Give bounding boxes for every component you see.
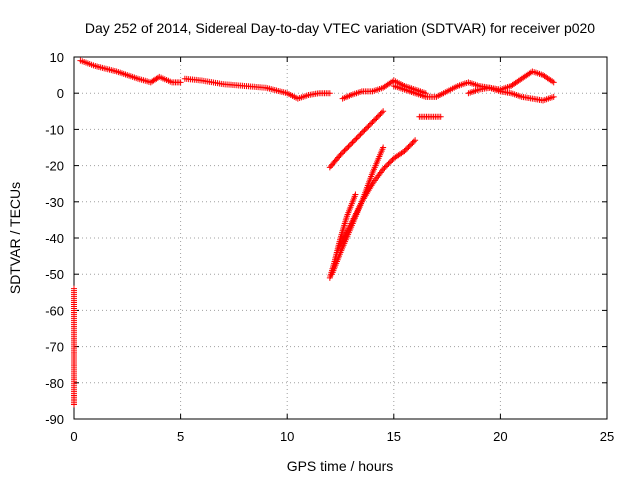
data-point-dense <box>402 146 409 153</box>
data-point-dense <box>360 128 367 135</box>
data-point-dense <box>374 113 381 120</box>
data-point <box>380 166 387 173</box>
data-point-dense <box>382 163 389 170</box>
data-point-dense <box>388 158 395 165</box>
data-point <box>352 191 359 198</box>
series-arc-3 <box>339 77 429 102</box>
data-point-dense <box>340 149 347 156</box>
x-axis-label: GPS time / hours <box>287 458 394 474</box>
data-point <box>177 79 184 86</box>
data-point-dense <box>404 145 411 152</box>
series-arc-1 <box>77 57 184 86</box>
x-tick-label: 20 <box>493 429 507 444</box>
data-point <box>550 79 557 86</box>
series-isolated <box>71 285 77 408</box>
data-point-dense <box>376 112 383 119</box>
data-point <box>380 144 387 151</box>
y-tick-label: -80 <box>45 376 64 391</box>
series-arc-8 <box>326 191 359 281</box>
series-arc-7 <box>416 113 444 120</box>
data-point <box>401 148 408 155</box>
ticks-layer: 0 5 10 15 20 25 10 0 -10 -20 -30 -40 -50 -60 -70 -80 -90 <box>45 50 614 444</box>
data-point-dense <box>410 138 417 145</box>
x-tick-label: 5 <box>177 429 184 444</box>
data-point-dense <box>345 143 352 150</box>
data-point-dense <box>381 164 388 171</box>
data-point <box>550 93 557 100</box>
y-tick-label: -70 <box>45 340 64 355</box>
data-point-dense <box>353 135 360 142</box>
data-point-dense <box>405 144 412 151</box>
series-arc-2 <box>181 75 333 102</box>
x-tick-label: 0 <box>70 429 77 444</box>
data-point-dense <box>384 162 391 169</box>
data-point-dense <box>362 125 369 132</box>
data-point-dense <box>365 123 372 130</box>
data-point-dense <box>386 159 393 166</box>
data-point <box>412 137 419 144</box>
data-point <box>348 140 355 147</box>
data-point-dense <box>366 121 373 128</box>
y-tick-label: 0 <box>57 86 64 101</box>
data-point-dense <box>349 139 356 146</box>
series-arc-4 <box>390 68 557 100</box>
data-point-dense <box>406 142 413 149</box>
series-arc-6 <box>326 108 387 171</box>
data-point-dense <box>372 116 379 123</box>
data-point <box>71 401 77 408</box>
data-point-dense <box>370 117 377 124</box>
data-point-dense <box>368 120 375 127</box>
data-point-dense <box>361 127 368 134</box>
data-point-dense <box>350 138 357 145</box>
x-tick-label: 25 <box>600 429 614 444</box>
data-point-dense <box>408 141 415 148</box>
y-tick-label: -90 <box>45 412 64 427</box>
x-tick-label: 10 <box>280 429 294 444</box>
data-point-dense <box>352 136 359 143</box>
data-point-dense <box>344 144 351 151</box>
data-point-dense <box>364 124 371 131</box>
data-point-dense <box>354 134 361 141</box>
y-tick-label: -40 <box>45 231 64 246</box>
data-point <box>369 119 376 126</box>
y-tick-label: -50 <box>45 267 64 282</box>
data-point <box>337 151 344 158</box>
data-point-dense <box>385 160 392 167</box>
data-point <box>380 108 387 115</box>
data-point <box>437 113 444 120</box>
y-tick-label: -60 <box>45 303 64 318</box>
chart-title: Day 252 of 2014, Sidereal Day-to-day VTE… <box>85 20 595 36</box>
y-tick-label: -30 <box>45 195 64 210</box>
series-arc-10 <box>335 137 419 252</box>
data-point <box>358 130 365 137</box>
series-arc-5 <box>465 84 557 104</box>
data-point-dense <box>356 132 363 139</box>
y-axis-label: SDTVAR / TECUs <box>7 182 23 294</box>
data-point-dense <box>373 115 380 122</box>
y-tick-label: -20 <box>45 159 64 174</box>
data-point <box>326 90 333 97</box>
data-points <box>71 57 557 408</box>
y-tick-label: -10 <box>45 122 64 137</box>
data-point-dense <box>342 146 349 153</box>
data-point-dense <box>378 109 385 116</box>
data-point-dense <box>336 153 343 160</box>
data-point-dense <box>341 147 348 154</box>
y-tick-label: 10 <box>50 50 64 65</box>
data-point-dense <box>377 111 384 118</box>
data-point-dense <box>346 142 353 149</box>
data-point-dense <box>357 131 364 138</box>
data-point-dense <box>409 139 416 146</box>
data-point-dense <box>338 150 345 157</box>
x-tick-label: 15 <box>387 429 401 444</box>
